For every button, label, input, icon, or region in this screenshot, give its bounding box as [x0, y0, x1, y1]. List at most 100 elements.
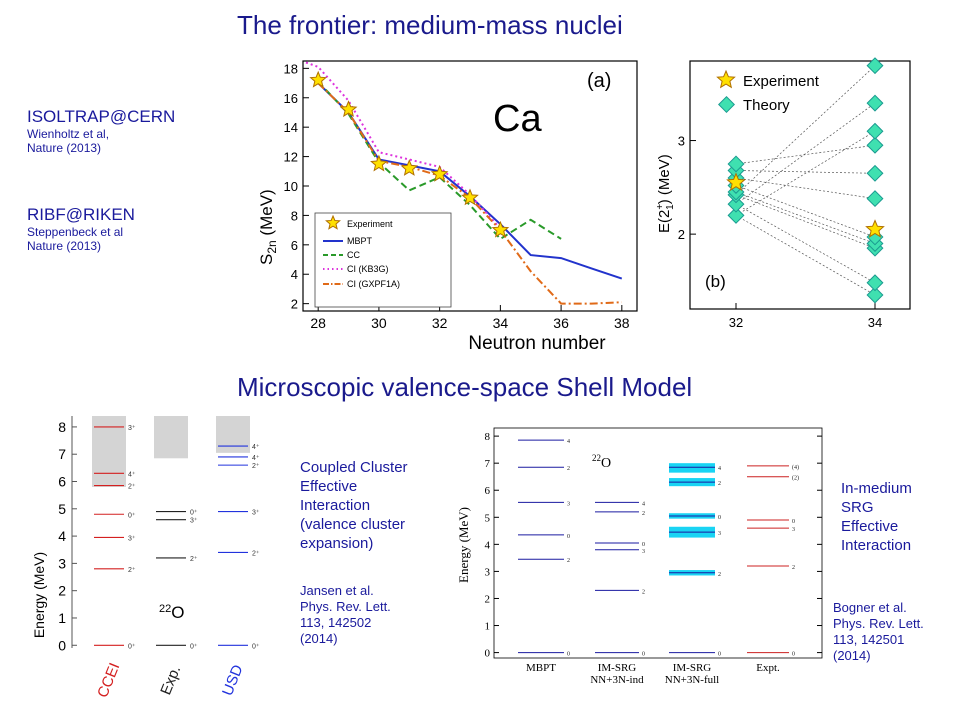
imsrg-ytick-label: 8 [485, 431, 491, 443]
isoltrap-line1: Wienholtz et al, [27, 127, 110, 141]
imsrg-level-label: 0 [642, 652, 645, 658]
e2-theory-point [866, 94, 884, 112]
imsrg-ytick-label: 1 [485, 621, 491, 633]
s2n-ytick-label: 2 [291, 297, 298, 312]
e2-connector [735, 177, 876, 199]
s2n-chart: 28 30 32 34 36 38 2 4 6 8 10 12 14 16 18 (a) Ca S2n (M… [257, 60, 638, 354]
imsrg-level-label: 2 [718, 572, 721, 578]
imsrg-level-label: 3 [718, 531, 721, 537]
e2-legend-diamond-icon [718, 96, 735, 113]
s2n-legend: Experiment MBPT CC CI (KB3G) CI (GXPF1A) [314, 212, 452, 308]
cc-line-2: Interaction [300, 497, 371, 514]
cc-reference: Jansen et al. Phys. Rev. Lett. 113, 1425… [300, 583, 391, 647]
s2n-ytick-label: 18 [284, 61, 298, 76]
imsrg-frame [493, 427, 823, 659]
e2-ticks: 32 34 2 3 [678, 134, 882, 330]
s2n-ytick-label: 16 [284, 91, 298, 106]
s2n-xtick-label: 38 [614, 315, 630, 331]
ccei-levels: 0⁺2⁺3⁺0⁺2⁺4⁺3⁺0⁺2⁺3⁺0⁺0⁺2⁺3⁺2⁺4⁺4⁺ [94, 425, 260, 650]
imsrg-level-label: 0 [792, 652, 795, 658]
imsrg-level-label: 4 [567, 439, 570, 445]
ccei-ytick-label: 4 [58, 528, 66, 544]
ccei-level-label: 2⁺ [252, 550, 260, 557]
isoltrap-head: ISOLTRAP@CERN [27, 107, 176, 126]
e2-ytick-label: 2 [678, 227, 685, 242]
imsrg-band [669, 463, 715, 473]
ccei-level-label: 2⁺ [190, 556, 198, 563]
e2-theory-point [866, 136, 884, 154]
legend-mbpt: MBPT [347, 236, 373, 246]
cc-ref-1: Phys. Rev. Lett. [300, 599, 391, 614]
srg-reference: Bogner et al. Phys. Rev. Lett. 113, 1425… [833, 600, 924, 664]
imsrg-level-label: 0 [567, 534, 570, 540]
imsrg-column-label: NN+3N-full [665, 674, 719, 686]
legend-gxpf1a: CI (GXPF1A) [347, 279, 400, 289]
imsrg-level-label: 4 [642, 501, 645, 507]
e2-experiment-stars [726, 172, 885, 238]
e2-connector [735, 170, 876, 174]
isoltrap-line2: Nature (2013) [27, 141, 102, 155]
imsrg-ylabel: Energy (MeV) [456, 507, 471, 583]
cc-ref-3: (2014) [300, 631, 338, 646]
e2-xtick-label: 34 [868, 315, 882, 330]
s2n-xtick-label: 34 [493, 315, 509, 331]
ccei-level-label: 4⁺ [252, 455, 260, 462]
ccei-shade-band [92, 416, 126, 487]
imsrg-level-label: 3 [567, 501, 570, 507]
s2n-xlabel: Neutron number [468, 333, 606, 354]
cc-description: Coupled Cluster Effective Interaction (v… [300, 458, 408, 553]
s2n-ytick-label: 12 [284, 150, 298, 165]
cc-line-3: (valence cluster [300, 516, 406, 533]
legend-star-icon [325, 214, 341, 230]
srg-line-2: Effective [841, 518, 899, 535]
imsrg-column-label: Expt. [756, 662, 780, 674]
srg-ref-1: Phys. Rev. Lett. [833, 616, 924, 631]
s2n-experiment-point [370, 154, 388, 172]
s2n-experiment-point [309, 70, 328, 88]
e2-connector [735, 215, 876, 296]
e2-connector [735, 144, 876, 165]
srg-ref-3: (2014) [833, 648, 871, 663]
e2-connector [735, 203, 876, 284]
ccei-ytick-label: 6 [58, 474, 66, 490]
s2n-ytick-label: 14 [284, 120, 298, 135]
s2n-ticks: 28 30 32 34 36 38 2 4 6 8 10 12 14 16 18 [284, 61, 630, 331]
cc-line-0: Coupled Cluster [300, 459, 408, 476]
e2-ytick-label: 3 [678, 134, 685, 149]
imsrg-level-label: 4 [718, 466, 721, 472]
ccei-ytick-label: 1 [58, 610, 66, 626]
e2-theory-point [866, 286, 884, 304]
imsrg-ytick-label: 6 [485, 485, 491, 497]
s2n-ylabel: S2n (MeV) [257, 189, 279, 265]
imsrg-ytick-label: 2 [485, 593, 491, 605]
isoltrap-ref: ISOLTRAP@CERN Wienholtz et al, Nature (2… [27, 107, 175, 155]
e2-legend-star-icon [716, 69, 736, 89]
top-title: The frontier: medium-mass nuclei [237, 10, 623, 40]
srg-ref-2: 113, 142501 [833, 632, 905, 647]
ccei-shade-band [216, 416, 250, 453]
srg-line-1: SRG [841, 499, 874, 516]
srg-ref-0: Bogner et al. [833, 600, 907, 615]
imsrg-column-label: NN+3N-ind [590, 674, 644, 686]
cc-line-4: expansion) [300, 535, 374, 552]
imsrg-nucleus: 22O [592, 453, 611, 471]
ccei-level-label: 0⁺ [128, 512, 136, 519]
e2-theory-point [866, 122, 884, 140]
s2n-ytick-label: 10 [284, 179, 298, 194]
e2-legend-experiment: Experiment [743, 73, 820, 90]
e2-connector [735, 194, 876, 249]
s2n-experiment-point [339, 100, 358, 118]
s2n-series-cc [317, 80, 562, 241]
srg-line-3: Interaction [841, 537, 912, 554]
bottom-title: Microscopic valence-space Shell Model [237, 372, 693, 402]
ccei-level-label: 3⁺ [128, 535, 136, 542]
imsrg-level-label: 2 [567, 466, 570, 472]
imsrg-ytick-label: 0 [485, 648, 491, 660]
e2-connector [735, 130, 876, 216]
e2-connector [735, 102, 876, 205]
ccei-level-label: 3⁺ [252, 510, 260, 517]
ccei-shade-band [154, 416, 188, 459]
imsrg-level-label: (4) [792, 464, 799, 471]
